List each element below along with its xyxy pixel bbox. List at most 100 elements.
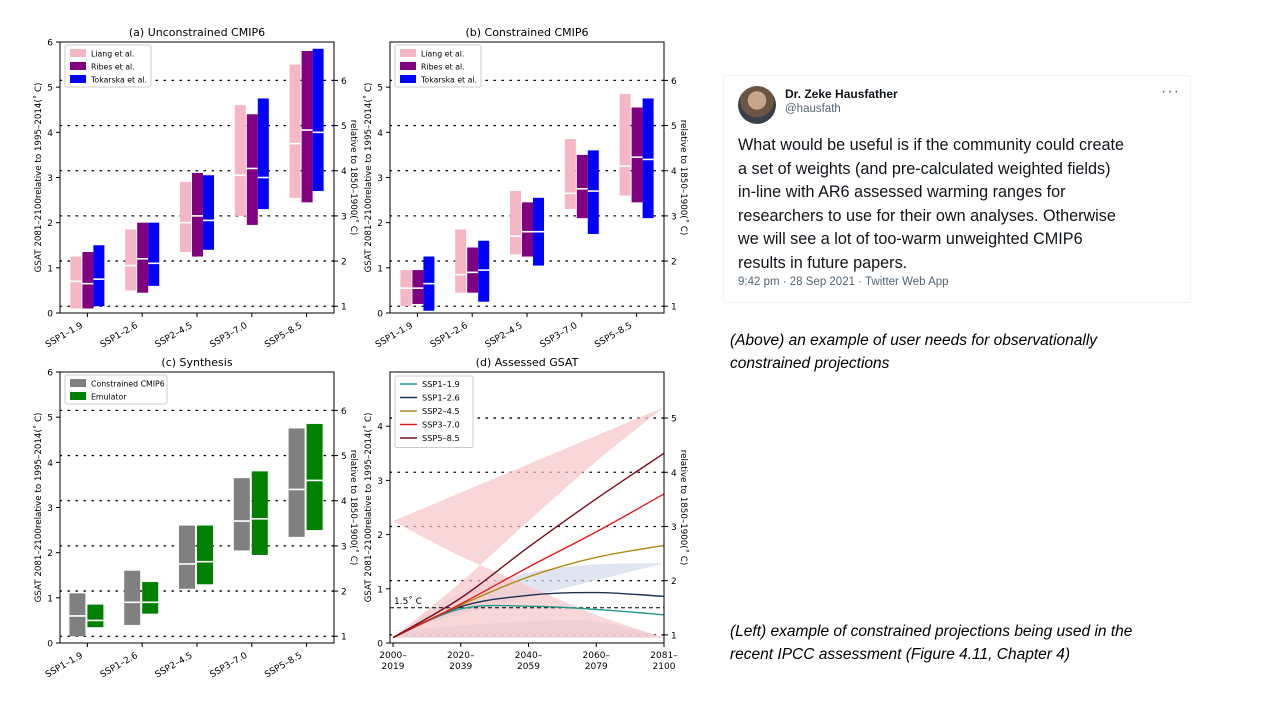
panel-title: (a) Unconstrained CMIP6 [129,26,265,39]
range-bar [124,570,141,625]
range-bar [87,604,104,628]
tweet-author-name[interactable]: Dr. Zeke Hausfather [785,87,898,101]
ipcc-figure: (a) Unconstrained CMIP6 0 1 2 3 4 5 6 1 2 3 4 5 6 GSAT… [33,26,689,680]
right-tick-label: 2 [341,588,347,598]
tweet-author-handle[interactable]: @hausfath [785,103,841,115]
legend-box [394,375,474,448]
y-tick-label: 4 [377,129,383,139]
range-bar [246,114,258,225]
right-axis-label: relative to 1850–1900(˚ C) [678,450,689,566]
x-tick-label: SSP2–4.5 [484,321,525,350]
caption-left: (Left) example of constrained projection… [730,621,1200,666]
legend-swatch [70,379,86,387]
x-tick-label: SSP3–7.0 [208,321,249,350]
range-bar [564,139,576,210]
y-tick-label: 3 [47,504,53,514]
right-tick-label: 5 [341,122,347,132]
range-bar [301,51,313,203]
range-bar [306,423,323,531]
tweet-line: we will see a lot of too-warm unweighted… [738,230,1083,249]
range-bar [455,229,467,293]
x-tick-label: SSP1–2.6 [99,321,140,350]
y-tick-label: 2 [47,219,53,229]
range-bar [233,478,250,551]
series-line [392,452,665,639]
tweet-card[interactable]: Dr. Zeke Hausfather @hausfath ··· What w… [724,76,1190,302]
tweet-timestamp[interactable]: 9:42 pm · 28 Sep 2021 · Twitter Web App [738,276,949,288]
legend-swatch [400,75,416,83]
tweet-line: in-line with AR6 assessed warming ranges… [738,183,1066,202]
caption-line: (Above) an example of user needs for obs… [730,332,1098,349]
right-tick-label: 4 [671,167,677,177]
right-tick-label: 4 [671,469,677,479]
right-tick-label: 5 [671,415,677,425]
y-tick-label: 3 [377,174,383,184]
y-tick-label: 2 [377,219,383,229]
y-tick-label: 2 [47,549,53,559]
x-tick-label: SSP5–8.5 [593,321,634,350]
range-bar [179,525,195,589]
legend-label: Constrained CMIP6 [91,380,165,389]
more-options-icon[interactable]: ··· [1161,83,1180,100]
x-tick-label: 2060– [583,651,611,661]
right-tick-label: 4 [341,497,347,507]
avatar[interactable] [738,86,776,124]
y-tick-label: 6 [47,39,53,49]
range-bar [312,48,324,192]
legend-box [64,374,168,405]
tweet-line: a set of weights (and pre-calculated wei… [738,159,1111,178]
y-tick-label: 3 [47,174,53,184]
x-tick-label: 2019 [382,662,405,672]
range-bar [82,252,94,309]
y-axis-label: GSAT 2081–2100relative to 1995–2014(˚ C) [33,413,44,603]
x-tick-label: SSP1–2.6 [99,651,140,680]
range-bar [142,582,159,614]
right-tick-label: 5 [341,452,347,462]
x-tick-label: SSP2–4.5 [154,321,195,350]
x-tick-label: SSP1–1.9 [44,321,85,350]
legend-box [394,44,482,88]
legend-swatch [70,392,86,400]
right-tick-label: 6 [341,407,347,417]
y-axis-label: GSAT 2081–2100relative to 1995–2014(˚ C) [33,83,44,273]
range-bar [197,525,213,585]
y-tick-label: 0 [377,640,383,650]
x-tick-label: 2100 [653,662,676,672]
legend-label: Tokarska et al. [420,76,477,85]
right-tick-label: 1 [671,631,677,641]
legend-label: SSP3–7.0 [422,420,460,430]
range-bar [234,105,246,216]
x-tick-label: SSP1–1.9 [374,321,415,350]
x-tick-label: SSP1–2.6 [429,321,470,350]
y-tick-label: 0 [47,310,53,320]
legend-swatch [400,49,416,57]
legend-swatch [70,75,86,83]
legend-label: Liang et al. [91,50,134,59]
tweet-text: What would be useful is if the community… [738,134,1186,276]
y-tick-label: 4 [47,129,53,139]
right-tick-label: 4 [341,167,347,177]
range-bar [467,247,479,293]
y-tick-label: 3 [377,477,383,487]
uncertainty-band-high [393,407,664,638]
range-bar [180,182,191,253]
y-axis-label: GSAT 2081–2100relative to 1995–2014(˚ C) [363,83,374,273]
legend-label: Ribes et al. [421,63,465,72]
right-tick-label: 1 [341,303,347,313]
right-tick-label: 3 [341,212,347,222]
plot-frame [389,41,665,314]
x-tick-label: SSP1–1.9 [44,651,85,680]
x-tick-label: SSP3–7.0 [208,651,249,680]
legend-label: Tokarska et al. [90,76,147,85]
range-bar [478,240,490,302]
right-tick-label: 3 [341,542,347,552]
right-tick-label: 6 [671,77,677,87]
range-bar [619,93,631,196]
legend-label: Liang et al. [421,50,464,59]
y-axis-label: GSAT 2081–2100relative to 1995–2014(˚ C) [363,413,374,603]
x-tick-label: 2081– [650,651,678,661]
range-bar [93,245,105,307]
threshold-label: 1.5˚ C [394,596,422,607]
legend-swatch [70,49,86,57]
caption-above: (Above) an example of user needs for obs… [730,330,1170,375]
